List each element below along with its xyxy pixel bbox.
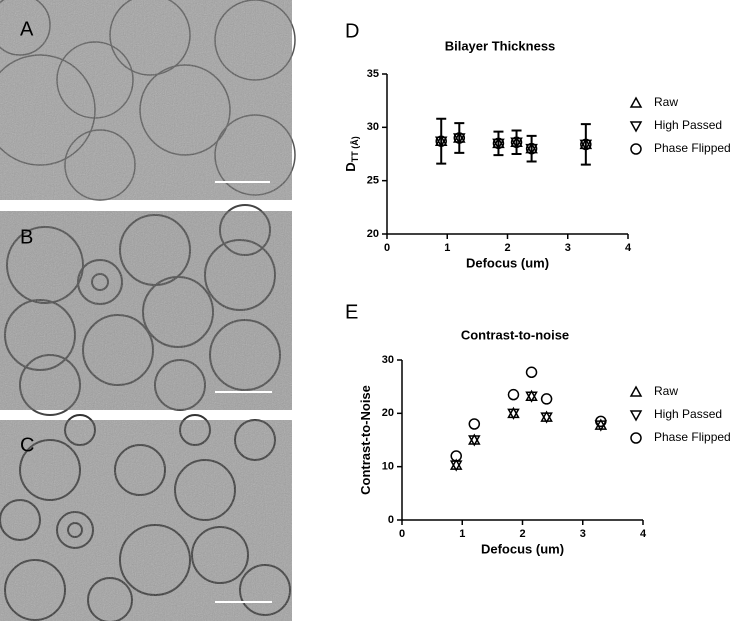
marker [540,393,553,405]
micrograph: C [0,414,292,621]
x-tick-label: 2 [519,528,525,540]
chart-title: Contrast-to-noise [461,327,569,342]
panel-label: B [20,226,33,248]
marker [595,415,607,428]
panel-label: C [20,434,34,456]
y-axis-label: Contrast-to-Noise [358,385,373,495]
legend-marker [629,96,643,108]
legend-marker [630,143,642,155]
x-axis-label: Defocus (um) [466,255,549,270]
error-bar [493,130,504,157]
marker [468,418,481,430]
marker [525,391,538,403]
marker [450,450,462,462]
legend-label: Phase Flipped [654,430,731,444]
error-bar [580,123,591,166]
x-tick-label: 0 [384,242,390,254]
x-tick-label: 1 [444,242,450,254]
x-tick-label: 4 [640,528,647,540]
marker [507,408,520,420]
y-axis-label-sub: TT (Å) [350,136,360,162]
y-tick-label: 10 [382,461,394,473]
x-tick-label: 0 [399,528,405,540]
legend-label: Raw [654,384,678,398]
marker [507,388,520,401]
y-tick-label: 20 [367,228,379,240]
y-tick-label: 35 [367,68,379,80]
micrograph: A [0,0,296,201]
panel-label: D [345,20,359,42]
y-tick-label: 0 [388,514,394,526]
marker [525,366,538,379]
legend-marker [629,410,643,422]
marker [492,138,505,150]
marker [510,137,523,149]
marker [453,132,466,144]
x-tick-label: 2 [504,242,510,254]
y-tick-label: 30 [382,354,394,366]
panel-label: A [20,18,34,40]
y-tick-label: 30 [367,121,379,133]
y-axis-label-main: Contrast-to-Noise [358,385,373,495]
marker [525,143,538,156]
marker [525,142,538,155]
marker [580,138,592,151]
panel-label: E [345,301,358,323]
error-bar [454,122,465,154]
x-axis-label: Defocus (um) [481,541,564,556]
y-tick-label: 25 [367,175,379,187]
y-axis-label: DTT (Å) [343,136,360,171]
legend-label: High Passed [654,118,722,132]
legend-marker [630,432,642,444]
legend-label: Raw [654,95,678,109]
marker [579,139,593,151]
x-tick-label: 3 [565,242,571,254]
x-tick-label: 3 [580,528,586,540]
error-bar [511,129,522,155]
legend-marker [629,385,643,397]
legend-label: High Passed [654,407,722,421]
marker [435,135,447,147]
marker [510,136,523,149]
x-tick-label: 1 [459,528,465,540]
legend-marker [629,121,643,133]
chart-title: Bilayer Thickness [445,38,556,53]
x-tick-label: 4 [625,242,632,254]
micrograph: B [0,204,292,416]
error-bar [526,134,537,163]
y-axis-label-main: D [343,162,358,171]
marker [453,133,466,145]
marker [468,435,481,447]
marker [492,137,505,150]
legend-label: Phase Flipped [654,141,731,155]
marker [434,136,448,148]
y-tick-label: 20 [382,407,394,419]
error-bar [436,117,447,165]
marker [540,412,553,424]
